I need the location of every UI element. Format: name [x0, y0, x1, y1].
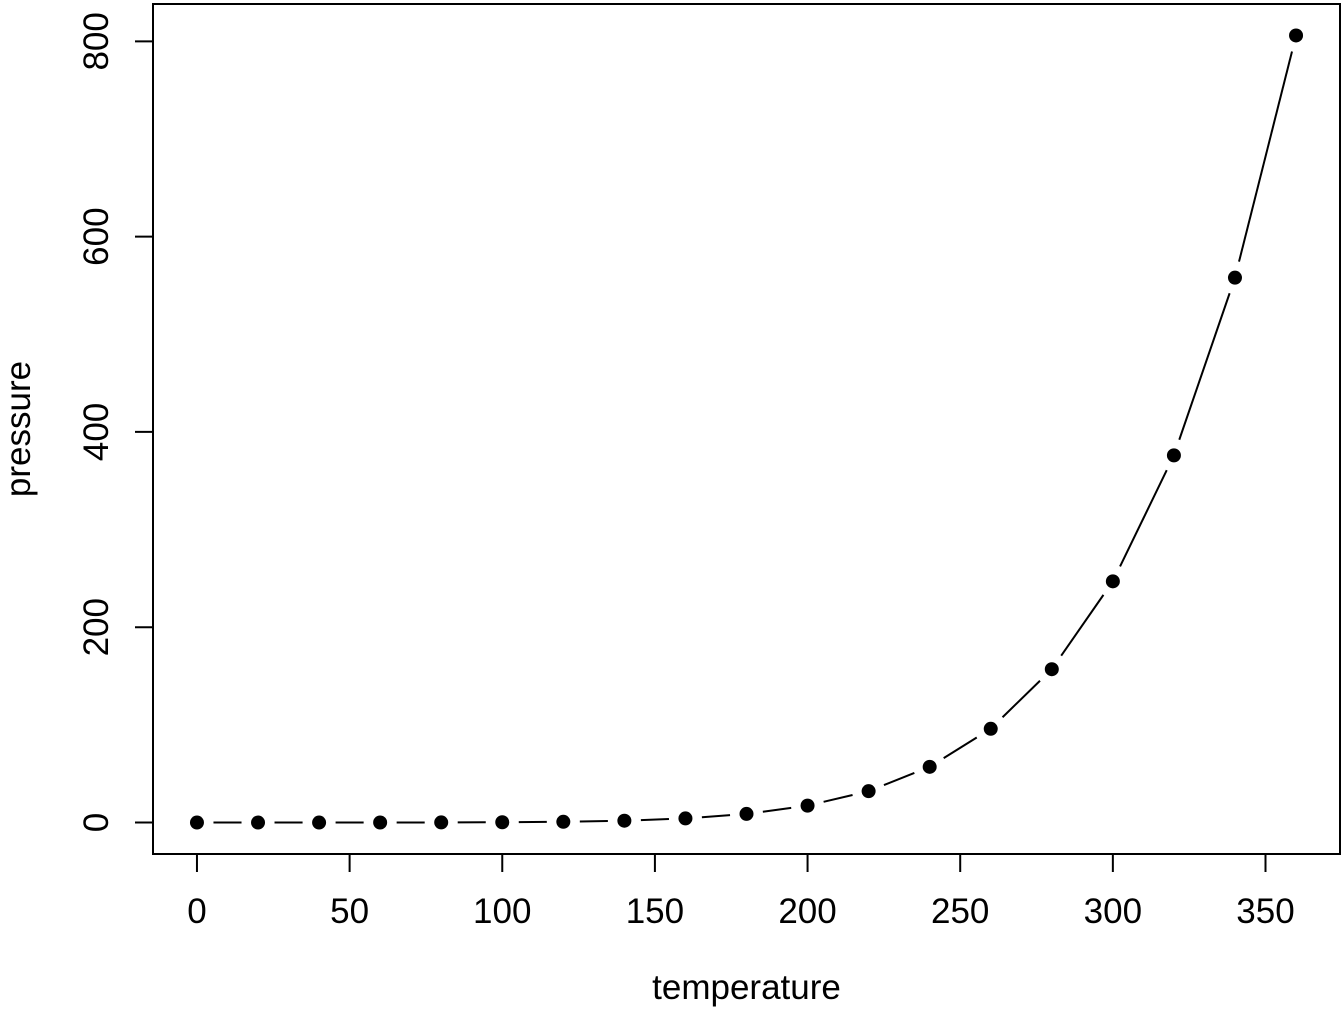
data-point [801, 799, 815, 813]
data-point [1167, 448, 1181, 462]
data-point [1045, 662, 1059, 676]
series-segment [1179, 293, 1229, 440]
x-tick-label: 100 [473, 892, 531, 931]
data-point [556, 815, 570, 829]
data-point [373, 815, 387, 829]
y-tick-label: 800 [77, 12, 116, 70]
series-segment [641, 819, 669, 820]
data-point [617, 814, 631, 828]
series-segment [1239, 51, 1292, 261]
x-tick-label: 300 [1084, 892, 1142, 931]
series-segment [1061, 595, 1103, 656]
x-tick-label: 200 [778, 892, 836, 931]
x-tick-label: 50 [330, 892, 369, 931]
data-point [312, 816, 326, 830]
data-point [1106, 574, 1120, 588]
data-point [495, 815, 509, 829]
data-point [678, 811, 692, 825]
x-tick-label: 0 [187, 892, 206, 931]
data-point [434, 815, 448, 829]
data-point [1289, 28, 1303, 42]
y-tick-label: 200 [77, 598, 116, 656]
y-tick-label: 0 [77, 813, 116, 832]
data-point [923, 760, 937, 774]
data-point [190, 816, 204, 830]
data-point [1228, 271, 1242, 285]
data-point [984, 722, 998, 736]
series-segment [884, 773, 914, 785]
x-tick-label: 150 [626, 892, 684, 931]
data-point [862, 784, 876, 798]
series-segment [944, 738, 977, 759]
series-segment [702, 815, 730, 817]
series-segment [763, 808, 791, 812]
x-tick-label: 250 [931, 892, 989, 931]
y-axis-title: pressure [0, 361, 38, 497]
x-axis-title: temperature [652, 968, 841, 1007]
x-tick-label: 350 [1236, 892, 1294, 931]
series-segment [1120, 470, 1167, 566]
y-tick-label: 400 [77, 403, 116, 461]
plot-box [153, 4, 1340, 854]
data-point [740, 807, 754, 821]
series-segment [824, 795, 853, 802]
y-tick-label: 600 [77, 207, 116, 265]
data-point [251, 816, 265, 830]
series-segment [1003, 681, 1040, 718]
